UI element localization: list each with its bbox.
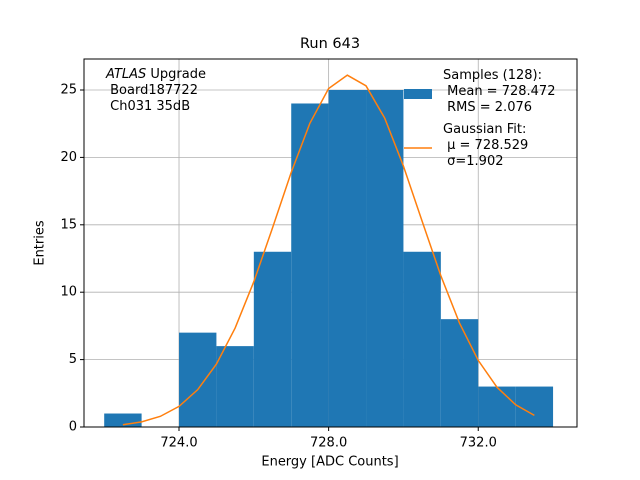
y-tick-label: 5: [69, 352, 77, 367]
legend-handles: [404, 89, 432, 149]
chart-title: Run 643: [300, 36, 360, 52]
y-tick-label: 15: [60, 217, 77, 232]
histogram-bar: [440, 319, 479, 427]
ticks: 0 5 10 15 20 25 724.0 728.0 732.0: [60, 83, 496, 451]
annotation-emph: ATLAS: [106, 67, 147, 82]
histogram-bar: [104, 413, 142, 427]
y-tick-label: 20: [60, 150, 77, 165]
legend-handle: [404, 89, 432, 99]
annotation: ATLAS Upgrade Board187722 Ch031 35dB: [106, 67, 206, 115]
histogram-bar: [328, 90, 367, 427]
y-tick-label: 10: [60, 285, 77, 300]
legend-label: Gaussian Fit: μ = 728.529 σ=1.902: [443, 122, 529, 169]
y-tick-label: 0: [69, 420, 77, 435]
histogram-bar: [403, 251, 441, 427]
histogram-bar: [291, 103, 329, 427]
histogram-bar: [216, 346, 254, 427]
x-tick-label: 728.0: [310, 436, 347, 451]
y-axis-label: Entries: [33, 220, 48, 266]
y-tick-label: 25: [60, 83, 77, 98]
marks: [104, 74, 554, 427]
fit-line: [122, 74, 535, 426]
histogram-bar: [179, 332, 217, 427]
legend-label: Samples (128): Mean = 728.472 RMS = 2.07…: [443, 68, 556, 115]
x-tick-label: 724.0: [160, 436, 197, 451]
histogram-bar: [515, 386, 554, 427]
annotation-text: Upgrade Board187722 Ch031 35dB: [110, 67, 206, 114]
histogram-bar: [478, 386, 516, 427]
x-axis-label: Energy [ADC Counts]: [261, 455, 398, 470]
x-tick-label: 732.0: [460, 436, 497, 451]
histogram-bar: [253, 251, 292, 427]
plot-frame: [83, 58, 578, 428]
histogram-bar: [366, 90, 404, 427]
